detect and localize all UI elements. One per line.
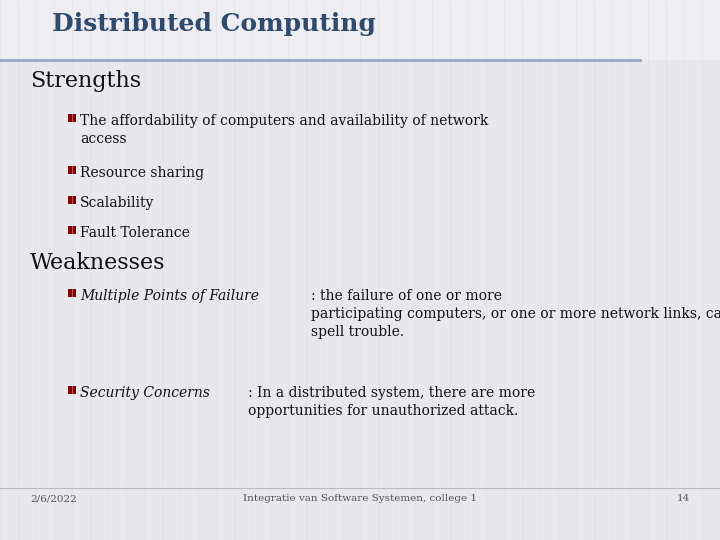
Text: Multiple Points of Failure: Multiple Points of Failure: [80, 289, 259, 303]
Bar: [68, 289, 76, 297]
Bar: [68, 196, 76, 204]
Text: : the failure of one or more
participating computers, or one or more network lin: : the failure of one or more participati…: [311, 289, 720, 339]
Text: Weaknesses: Weaknesses: [30, 252, 166, 274]
Text: Distributed Computing: Distributed Computing: [52, 12, 376, 36]
Text: Strengths: Strengths: [30, 70, 141, 92]
Text: 14: 14: [677, 494, 690, 503]
Text: Scalability: Scalability: [80, 196, 154, 210]
Text: Resource sharing: Resource sharing: [80, 166, 204, 180]
Bar: [68, 166, 76, 174]
Bar: [68, 226, 76, 234]
FancyBboxPatch shape: [0, 0, 720, 60]
Text: Security Concerns: Security Concerns: [80, 386, 210, 400]
Text: 2/6/2022: 2/6/2022: [30, 494, 77, 503]
Text: : In a distributed system, there are more
opportunities for unauthorized attack.: : In a distributed system, there are mor…: [248, 386, 535, 418]
Text: Fault Tolerance: Fault Tolerance: [80, 226, 190, 240]
Text: Integratie van Software Systemen, college 1: Integratie van Software Systemen, colleg…: [243, 494, 477, 503]
Bar: [68, 114, 76, 122]
Text: The affordability of computers and availability of network
access: The affordability of computers and avail…: [80, 114, 488, 146]
Bar: [68, 386, 76, 394]
